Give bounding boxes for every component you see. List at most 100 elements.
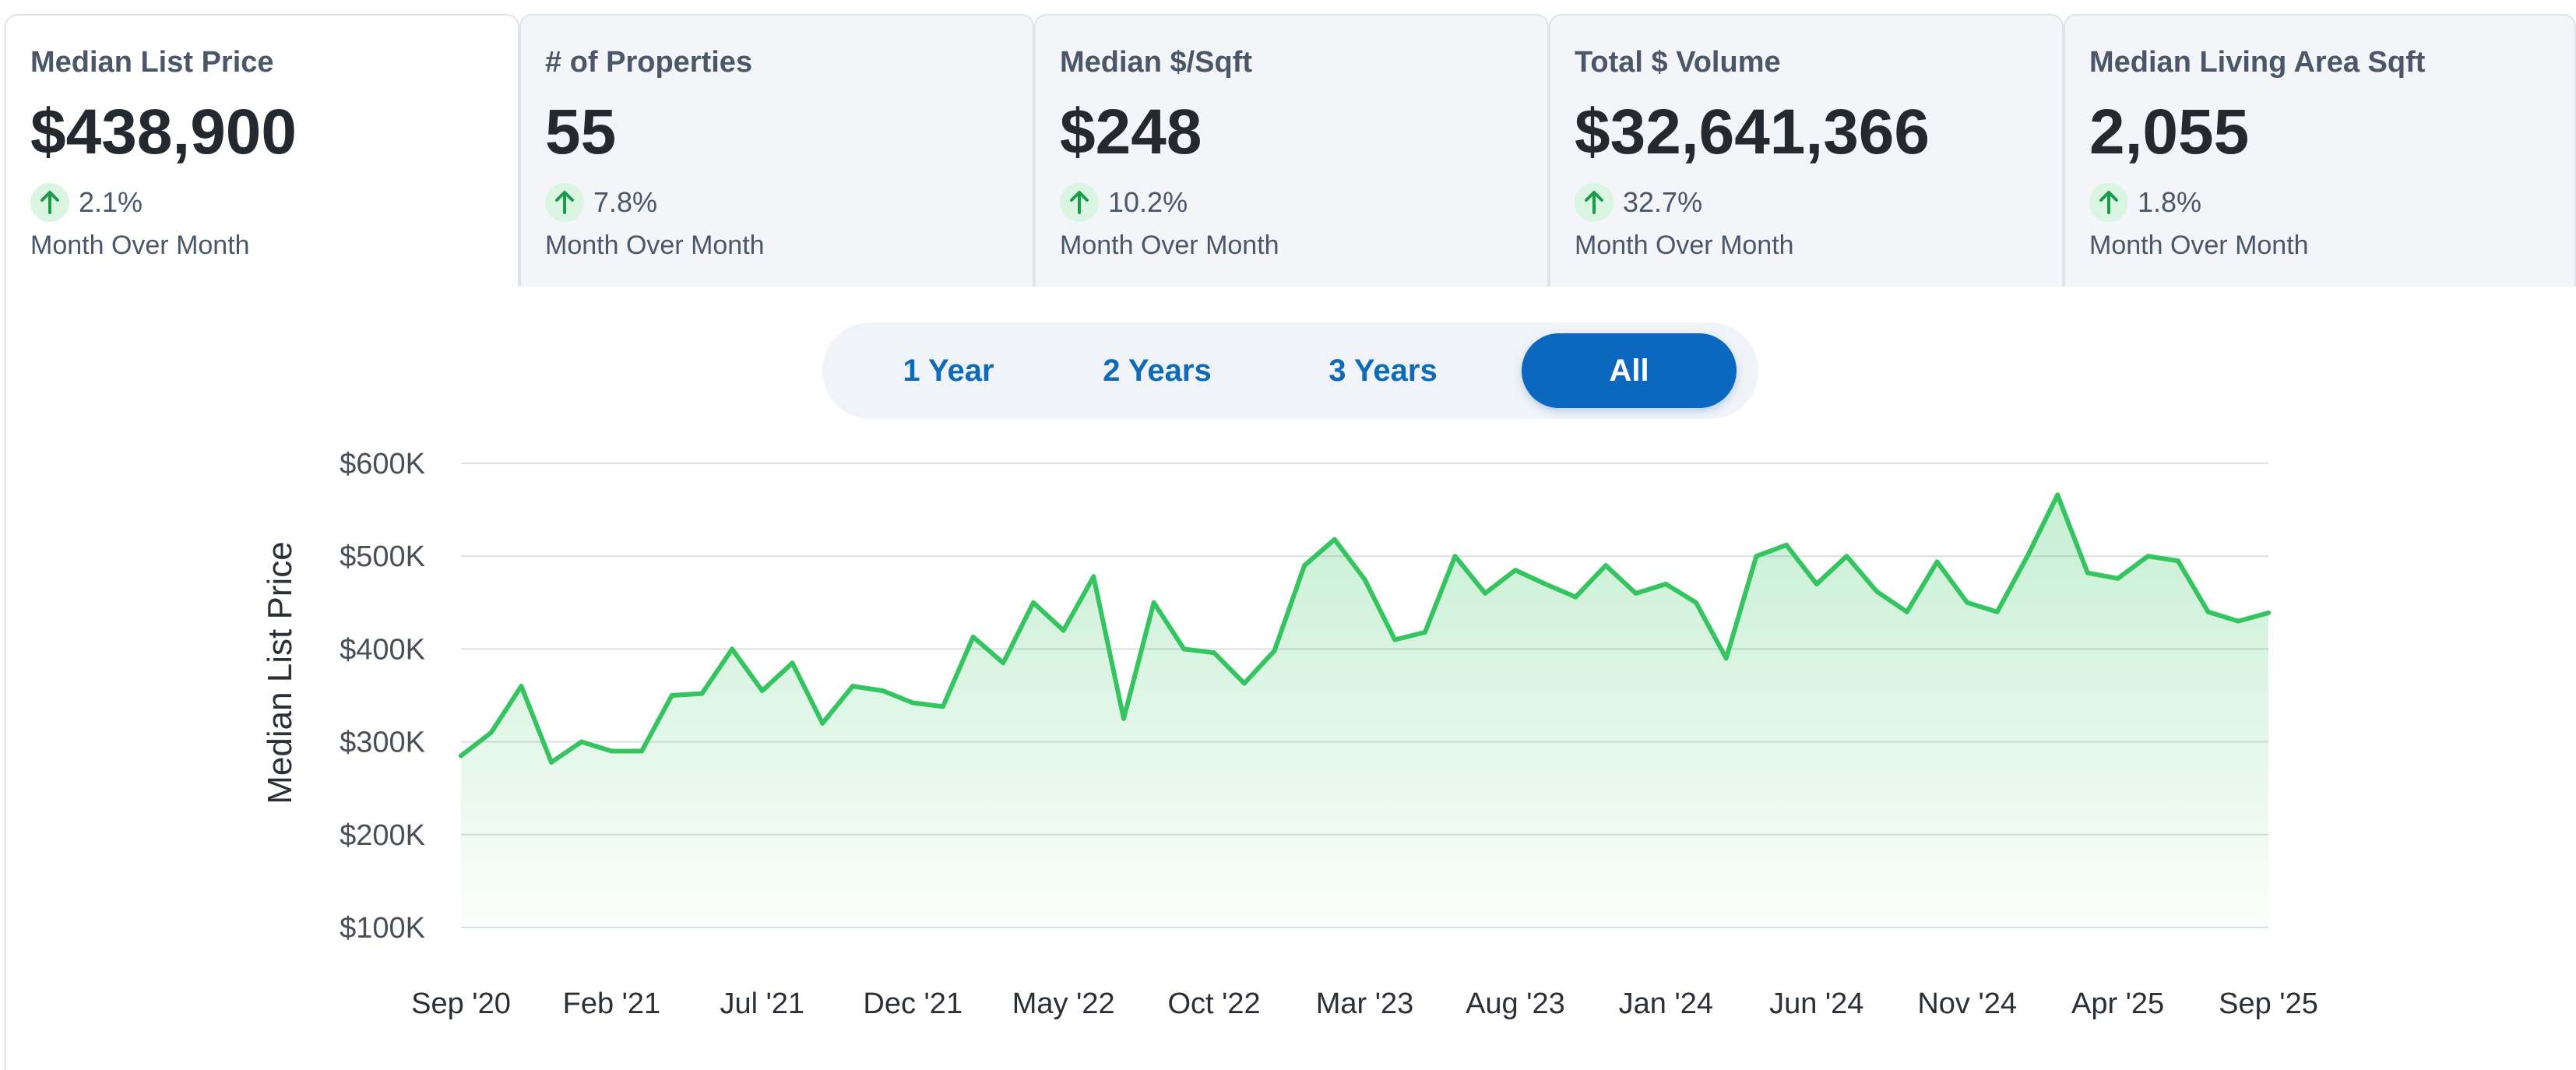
data-point bbox=[1181, 646, 1187, 652]
y-tick-label: $600K bbox=[340, 448, 425, 480]
data-point bbox=[1633, 590, 1638, 596]
metric-change: 32.7% bbox=[1575, 182, 2062, 223]
data-point bbox=[1784, 542, 1789, 547]
metric-tab-number-of-properties[interactable]: # of Properties 55 7.8% Month Over Month bbox=[519, 14, 1034, 287]
metric-tab-total-volume[interactable]: Total $ Volume $32,641,366 32.7% Month O… bbox=[1549, 14, 2064, 287]
metric-tab-median-living-area[interactable]: Median Living Area Sqft 2,055 1.8% Month… bbox=[2064, 14, 2576, 287]
data-point bbox=[1302, 563, 1307, 568]
data-point bbox=[1030, 600, 1036, 605]
x-tick-label: Dec '21 bbox=[863, 987, 962, 1020]
data-point bbox=[669, 693, 674, 698]
data-point bbox=[2055, 492, 2060, 498]
data-point bbox=[820, 720, 825, 726]
data-point bbox=[1874, 589, 1880, 594]
arrow-up-icon bbox=[545, 183, 584, 222]
x-tick-label: Aug '23 bbox=[1466, 987, 1565, 1020]
data-point bbox=[1543, 581, 1548, 586]
data-point bbox=[910, 700, 916, 706]
metric-value: $32,641,366 bbox=[1575, 97, 1930, 167]
data-point bbox=[1994, 609, 2000, 614]
x-tick-label: Jun '24 bbox=[1769, 987, 1863, 1020]
metric-period: Month Over Month bbox=[545, 231, 765, 260]
x-tick-label: May '22 bbox=[1012, 987, 1115, 1020]
metric-title: # of Properties bbox=[545, 46, 753, 79]
metric-change: 7.8% bbox=[545, 182, 1033, 223]
y-tick-label: $100K bbox=[340, 912, 425, 945]
data-point bbox=[2266, 611, 2271, 616]
data-point bbox=[1844, 554, 1849, 559]
x-tick-label: Nov '24 bbox=[1917, 987, 2017, 1020]
data-point bbox=[609, 748, 614, 754]
data-point bbox=[1483, 590, 1488, 596]
data-point bbox=[1573, 594, 1578, 600]
data-point bbox=[1965, 600, 1970, 605]
data-point bbox=[1212, 650, 1217, 656]
arrow-up-icon bbox=[1575, 183, 1614, 222]
data-point bbox=[579, 739, 584, 744]
metric-change-value: 2.1% bbox=[79, 186, 143, 218]
data-point bbox=[880, 688, 885, 694]
y-tick-label: $300K bbox=[340, 727, 425, 759]
data-point bbox=[1091, 574, 1096, 579]
metric-tab-median-list-price[interactable]: Median List Price $438,900 2.1% Month Ov… bbox=[5, 14, 519, 287]
data-point bbox=[1061, 628, 1066, 633]
data-point bbox=[1422, 629, 1427, 635]
data-point bbox=[1392, 637, 1398, 642]
metric-title: Total $ Volume bbox=[1575, 46, 1781, 79]
data-point bbox=[1272, 648, 1277, 653]
metric-value: 55 bbox=[545, 97, 617, 167]
metric-title: Median $/Sqft bbox=[1060, 46, 1253, 79]
x-axis: Sep '20 Feb '21 Jul '21 Dec '21 May '22 Oct '… bbox=[411, 987, 2318, 1020]
metric-tab-median-price-per-sqft[interactable]: Median $/Sqft $248 10.2% Month Over Mont… bbox=[1034, 14, 1549, 287]
data-point bbox=[1814, 581, 1819, 586]
x-tick-label: Feb '21 bbox=[563, 987, 661, 1020]
data-point bbox=[1241, 681, 1247, 686]
metric-title: Median List Price bbox=[30, 46, 274, 79]
x-tick-label: Oct '22 bbox=[1167, 987, 1260, 1020]
metric-period: Month Over Month bbox=[2089, 231, 2309, 260]
metric-change: 1.8% bbox=[2089, 182, 2574, 223]
metric-change-value: 32.7% bbox=[1623, 186, 1703, 218]
data-point bbox=[1452, 554, 1458, 559]
panel-border bbox=[5, 285, 6, 1070]
metric-title: Median Living Area Sqft bbox=[2089, 46, 2426, 79]
data-point bbox=[1603, 563, 1608, 568]
data-point bbox=[1001, 660, 1006, 666]
arrow-up-icon bbox=[2089, 183, 2128, 222]
metric-value: 2,055 bbox=[2089, 97, 2250, 167]
data-point bbox=[1512, 568, 1518, 573]
x-tick-label: Mar '23 bbox=[1316, 987, 1414, 1020]
data-point bbox=[730, 646, 735, 652]
x-tick-label: Sep '25 bbox=[2219, 987, 2318, 1020]
data-point bbox=[1151, 600, 1156, 605]
y-tick-label: $400K bbox=[340, 633, 425, 666]
x-tick-label: Sep '20 bbox=[411, 987, 511, 1020]
data-point bbox=[1332, 537, 1337, 542]
range-all-button[interactable]: All bbox=[1522, 333, 1737, 408]
x-tick-label: Apr '25 bbox=[2071, 987, 2164, 1020]
arrow-up-icon bbox=[1060, 183, 1099, 222]
metric-change-value: 1.8% bbox=[2138, 186, 2202, 218]
metric-change-value: 7.8% bbox=[593, 186, 658, 218]
range-2-years-button[interactable]: 2 Years bbox=[1103, 353, 1212, 388]
data-point bbox=[1694, 600, 1699, 605]
data-point bbox=[2085, 570, 2090, 575]
data-point bbox=[2205, 609, 2211, 614]
data-point bbox=[459, 753, 463, 759]
arrow-up-icon bbox=[30, 183, 69, 222]
data-point bbox=[1362, 577, 1367, 582]
data-point bbox=[790, 660, 795, 666]
y-axis-title: Median List Price bbox=[261, 541, 299, 804]
data-point bbox=[1934, 559, 1940, 565]
median-list-price-chart: $100K $200K $300K $400K $500K $600K Sep '20 Fe… bbox=[261, 448, 2318, 1020]
metric-change: 2.1% bbox=[30, 182, 518, 223]
x-tick-label: Jan '24 bbox=[1619, 987, 1713, 1020]
data-point bbox=[940, 704, 945, 709]
time-range-toggle: 1 Year 2 Years 3 Years All bbox=[822, 322, 1758, 419]
range-3-years-button[interactable]: 3 Years bbox=[1328, 353, 1438, 388]
metric-period: Month Over Month bbox=[30, 231, 250, 260]
data-point bbox=[1904, 609, 1909, 614]
metric-period: Month Over Month bbox=[1060, 231, 1279, 260]
range-1-year-button[interactable]: 1 Year bbox=[903, 353, 994, 388]
data-point bbox=[699, 691, 705, 696]
